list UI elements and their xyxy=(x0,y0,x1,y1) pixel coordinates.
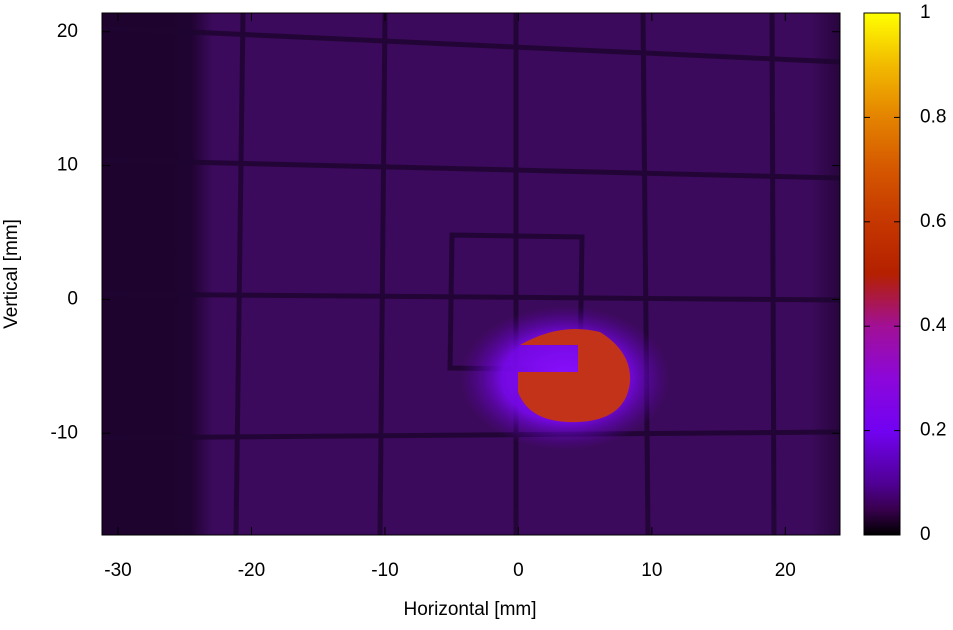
colorbar-tick-label: 0 xyxy=(920,524,931,545)
x-tick-label: -30 xyxy=(104,560,131,581)
colorbar xyxy=(863,12,901,536)
colorbar-tick-label: 0.4 xyxy=(920,315,947,336)
x-tick-label: 0 xyxy=(513,560,524,581)
heatmap-image xyxy=(101,12,841,536)
colorbar-tick-label: 0.6 xyxy=(920,211,946,232)
x-tick-label: -20 xyxy=(238,560,265,581)
x-axis-label: Horizontal [mm] xyxy=(403,599,536,620)
x-tick-label: 20 xyxy=(775,560,796,581)
x-tick-label: 10 xyxy=(641,560,662,581)
x-tick-label: -10 xyxy=(371,560,398,581)
plot-frame xyxy=(101,12,841,536)
y-tick-label: -10 xyxy=(51,422,78,443)
y-tick-label: 20 xyxy=(57,21,78,42)
colorbar-tick-label: 0.8 xyxy=(920,106,946,127)
colorbar-tick-label: 0.2 xyxy=(920,420,946,441)
y-axis-label: Vertical [mm] xyxy=(1,219,22,329)
y-tick-label: 10 xyxy=(57,155,78,176)
colorbar-tick-label: 1 xyxy=(920,2,931,23)
y-tick-label: 0 xyxy=(67,288,78,309)
